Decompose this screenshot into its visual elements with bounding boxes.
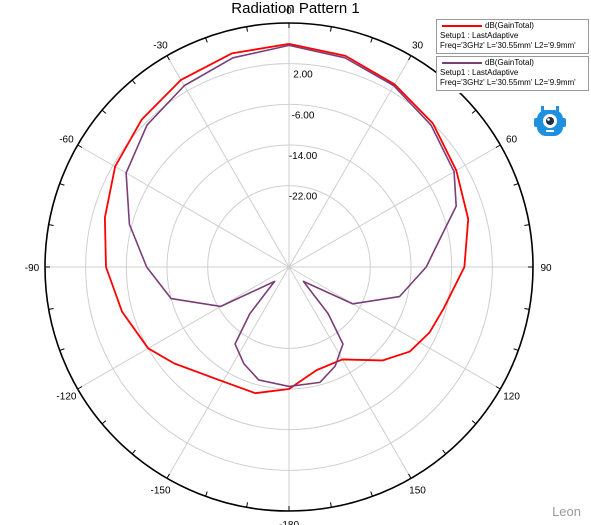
watermark: Leon bbox=[552, 504, 581, 519]
legend[interactable]: dB(GainTotal) Setup1 : LastAdaptive Freq… bbox=[436, 19, 589, 93]
angle-tick-label: -150 bbox=[150, 486, 170, 497]
tick-mark bbox=[513, 183, 519, 186]
legend-swatch-1 bbox=[442, 62, 482, 64]
legend-params-1: Freq='3GHz' L='30.55mm' L2='9.9mm' bbox=[440, 78, 576, 87]
grid-spoke-8 bbox=[77, 266, 290, 390]
angle-tick-label: -90 bbox=[25, 263, 40, 274]
angle-tick-label: 90 bbox=[540, 263, 552, 274]
tick-mark bbox=[471, 109, 477, 114]
tick-mark bbox=[370, 491, 373, 497]
polar-grid bbox=[44, 22, 534, 512]
tick-mark bbox=[524, 224, 530, 226]
tick-mark bbox=[59, 348, 65, 351]
grid-spoke-4 bbox=[288, 266, 501, 390]
tick-mark bbox=[495, 386, 501, 390]
mascot-icon[interactable] bbox=[533, 104, 567, 140]
tick-mark bbox=[205, 37, 208, 43]
angle-tick-labels: 0 30 60 90 120 150 -180 -150 -120 -90 -60 -30 bbox=[25, 6, 552, 525]
tick-mark bbox=[495, 144, 501, 148]
chart-title: Radiation Pattern 1 bbox=[231, 0, 360, 17]
r-tick-label: 2.00 bbox=[293, 70, 313, 81]
legend-params-0: Freq='3GHz' L='30.55mm' L2='9.9mm' bbox=[440, 41, 576, 50]
tick-mark bbox=[408, 473, 412, 479]
tick-mark bbox=[205, 491, 208, 497]
angle-tick-label: 120 bbox=[503, 392, 520, 403]
angle-tick-label: -180 bbox=[279, 520, 299, 525]
angle-tick-label: -60 bbox=[59, 135, 74, 146]
tick-mark bbox=[408, 55, 412, 61]
legend-entry-0[interactable]: dB(GainTotal) Setup1 : LastAdaptive Freq… bbox=[436, 19, 589, 54]
tick-mark bbox=[166, 55, 170, 61]
tick-mark bbox=[59, 183, 65, 186]
tick-mark bbox=[442, 449, 447, 455]
legend-series-name-0: dB(GainTotal) bbox=[485, 21, 534, 30]
tick-mark bbox=[513, 348, 519, 351]
legend-series-name-1: dB(GainTotal) bbox=[485, 58, 534, 67]
grid-spoke-2 bbox=[288, 144, 501, 268]
legend-entry-1[interactable]: dB(GainTotal) Setup1 : LastAdaptive Freq… bbox=[436, 56, 589, 91]
grid-spoke-11 bbox=[166, 55, 290, 268]
grid-spoke-5 bbox=[288, 266, 412, 479]
tick-mark bbox=[246, 26, 248, 32]
tick-mark bbox=[131, 449, 136, 455]
angle-tick-label: -30 bbox=[153, 40, 168, 51]
r-tick-label: -22.00 bbox=[289, 192, 318, 203]
tick-mark bbox=[101, 420, 107, 425]
angle-tick-label: 0 bbox=[286, 6, 292, 17]
grid-spoke-7 bbox=[166, 266, 290, 479]
angle-tick-label: 30 bbox=[412, 40, 424, 51]
tick-mark bbox=[471, 420, 477, 425]
angle-tick-label: -120 bbox=[56, 392, 76, 403]
legend-swatch-0 bbox=[442, 25, 482, 27]
tick-mark bbox=[330, 502, 332, 508]
angle-tick-label: 60 bbox=[506, 135, 518, 146]
tick-mark bbox=[48, 224, 54, 226]
grid-spoke-10 bbox=[77, 144, 290, 268]
legend-setup-1: Setup1 : LastAdaptive bbox=[440, 68, 519, 77]
legend-setup-0: Setup1 : LastAdaptive bbox=[440, 31, 519, 40]
tick-mark bbox=[77, 144, 83, 148]
tick-mark bbox=[101, 109, 107, 114]
tick-mark bbox=[131, 79, 136, 85]
tick-mark bbox=[246, 502, 248, 508]
tick-mark bbox=[48, 308, 54, 310]
tick-mark bbox=[166, 473, 170, 479]
r-tick-label: -14.00 bbox=[289, 151, 318, 162]
grid-spoke-1 bbox=[288, 55, 412, 268]
tick-mark bbox=[370, 37, 373, 43]
series-line-0 bbox=[103, 42, 470, 395]
tick-mark bbox=[330, 26, 332, 32]
series-traces bbox=[103, 42, 470, 395]
angle-tick-label: 150 bbox=[409, 486, 426, 497]
tick-mark bbox=[77, 386, 83, 390]
radial-tick-labels: 2.00 -6.00 -14.00 -22.00 bbox=[289, 70, 318, 203]
tick-mark bbox=[524, 308, 530, 310]
r-tick-label: -6.00 bbox=[292, 110, 315, 121]
series-line-1 bbox=[125, 44, 457, 388]
